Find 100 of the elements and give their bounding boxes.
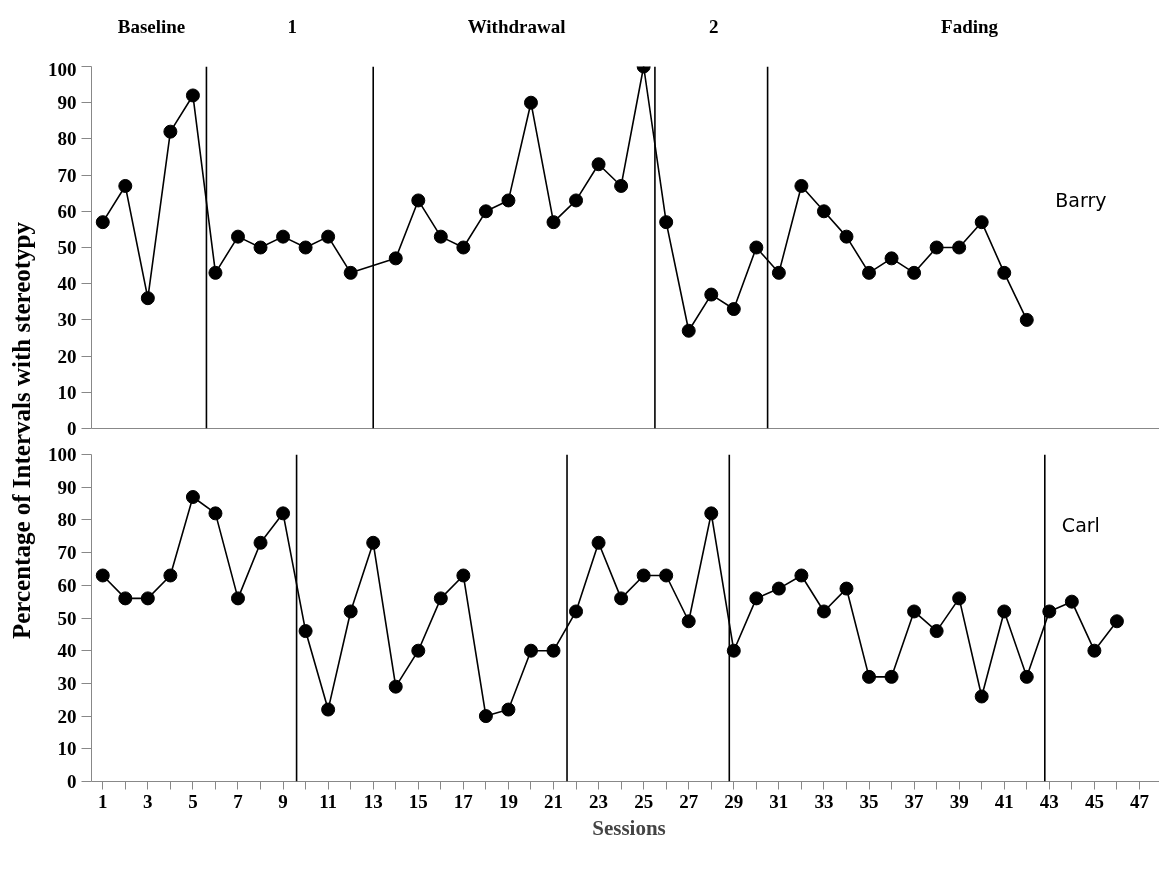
point (456, 568, 471, 583)
point (163, 568, 178, 583)
x-tick-label: 9 (278, 790, 288, 812)
point (816, 204, 831, 219)
point (433, 591, 448, 606)
point (907, 604, 922, 619)
x-tick-label: 31 (769, 790, 789, 812)
point (478, 204, 493, 219)
point (659, 568, 674, 583)
point (230, 229, 245, 244)
point (862, 669, 877, 684)
point (929, 240, 944, 255)
x-tick-label: 29 (724, 790, 744, 812)
point (614, 591, 629, 606)
point (456, 240, 471, 255)
x-tick-label: 17 (453, 790, 474, 812)
point (140, 291, 155, 306)
point (208, 265, 223, 280)
point (1019, 669, 1034, 684)
point (659, 215, 674, 230)
point (591, 157, 606, 172)
point (343, 265, 358, 280)
y-tick-label: 10 (57, 738, 77, 760)
y-tick-label: 0 (67, 418, 77, 439)
point (411, 193, 426, 208)
y-tick-label: 60 (57, 574, 77, 596)
point (681, 323, 696, 338)
y-tick-label: 80 (57, 509, 77, 531)
x-tick-label: 37 (904, 790, 925, 812)
point (907, 265, 922, 280)
point (1019, 312, 1034, 327)
x-tick-label: 43 (1039, 790, 1059, 812)
x-tick-label: 41 (994, 790, 1014, 812)
y-axis-title: Percentage of Intervals with stereotypy (7, 221, 37, 639)
point (95, 215, 110, 230)
point (614, 178, 629, 193)
point (749, 591, 764, 606)
x-tick-label: 23 (589, 790, 609, 812)
x-tick-label: 7 (233, 790, 244, 812)
y-tick-label: 100 (48, 58, 77, 80)
point (298, 240, 313, 255)
y-tick-label: 40 (57, 640, 77, 662)
point (140, 591, 155, 606)
x-tick-label: 15 (408, 790, 428, 812)
point (276, 229, 291, 244)
x-tick-label: 21 (544, 790, 563, 812)
y-tick-label: 0 (67, 771, 77, 792)
point (185, 490, 200, 504)
x-tick-label: 1 (98, 790, 108, 812)
point (997, 604, 1012, 619)
point (952, 240, 967, 255)
point (794, 178, 809, 193)
text: Barry (1055, 189, 1107, 212)
point (704, 506, 719, 521)
y-tick-label: 50 (57, 607, 77, 629)
x-tick-label: 13 (363, 790, 383, 812)
point (411, 643, 426, 658)
point (546, 643, 561, 658)
point (569, 604, 584, 619)
point (298, 624, 313, 639)
x-tick-label: 3 (143, 790, 153, 812)
y-tick-label: 40 (57, 273, 77, 295)
y-tick-label: 60 (57, 200, 77, 222)
point (1087, 643, 1102, 658)
point (163, 124, 178, 139)
point (276, 506, 291, 521)
point (726, 302, 741, 317)
point (501, 193, 516, 208)
y-tick-label: 20 (57, 345, 77, 367)
text: Withdrawal (467, 15, 566, 39)
text: 2 (709, 15, 719, 39)
point (704, 287, 719, 302)
text: Baseline (117, 15, 186, 39)
point (884, 251, 899, 266)
point (1109, 614, 1124, 629)
point (839, 581, 854, 596)
point (997, 265, 1012, 280)
y-tick-label: 50 (57, 237, 77, 258)
point (884, 669, 899, 684)
point (95, 568, 110, 583)
x-tick-label: 19 (498, 790, 518, 812)
point (185, 88, 200, 103)
point (343, 604, 358, 619)
x-tick-label: 5 (188, 790, 198, 812)
point (433, 229, 448, 244)
y-tick-label: 30 (57, 309, 77, 331)
point (862, 265, 877, 280)
x-tick-label: 27 (679, 790, 699, 812)
y-tick-label: 100 (48, 444, 77, 465)
point (591, 535, 606, 550)
point (681, 614, 696, 629)
y-tick-label: 30 (57, 672, 77, 694)
point (771, 265, 786, 280)
text: 1 (287, 15, 298, 39)
point (253, 240, 268, 255)
y-tick-label: 80 (57, 128, 77, 150)
point (501, 702, 516, 717)
y-tick-label: 70 (57, 164, 77, 186)
point (208, 506, 223, 521)
point (929, 624, 944, 639)
